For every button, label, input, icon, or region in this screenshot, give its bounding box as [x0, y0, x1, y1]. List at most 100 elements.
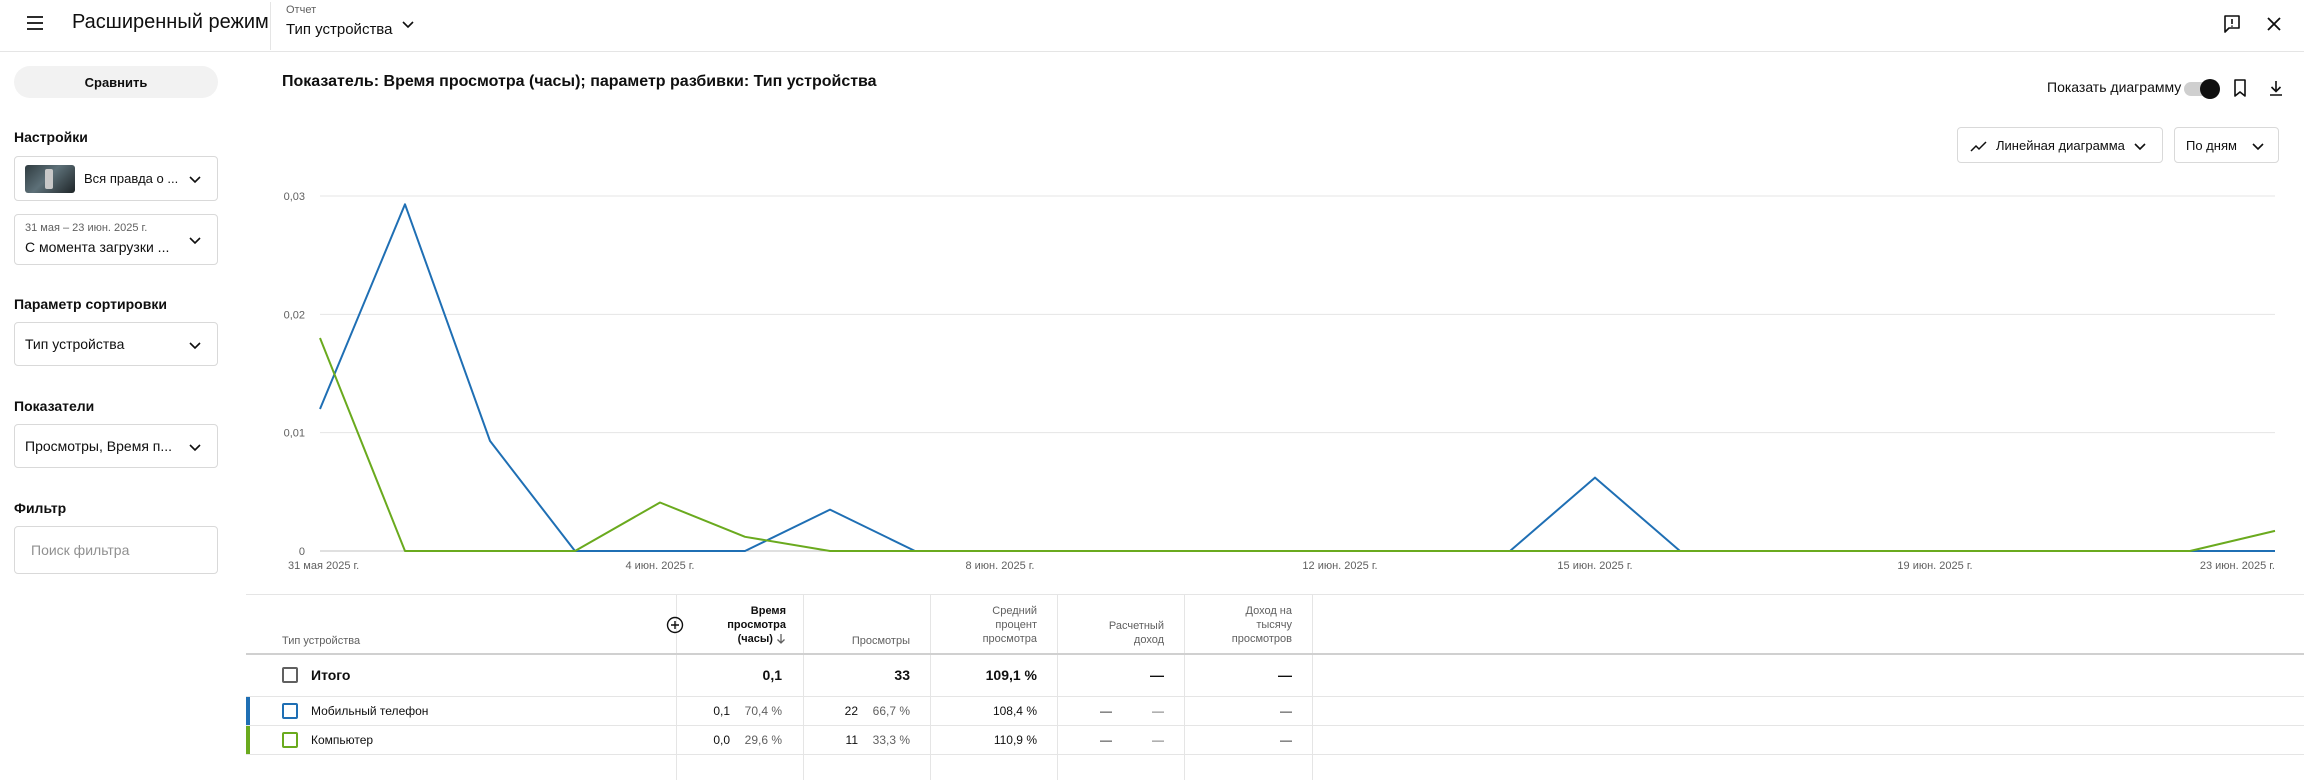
row-revenue: —	[1100, 704, 1112, 718]
row-views: 11	[845, 733, 858, 747]
line-chart-icon	[1970, 138, 1988, 154]
header-line: просмотра	[727, 619, 786, 631]
header-line: просмотра	[982, 633, 1037, 645]
series-color-bar	[246, 697, 250, 725]
row-divider	[246, 696, 2304, 697]
total-views: 33	[894, 667, 910, 683]
date-preset-value: С момента загрузки ...	[25, 239, 170, 255]
row-watch-time: 0,1	[713, 704, 730, 718]
chevron-down-icon	[2132, 138, 2148, 154]
compare-button[interactable]: Сравнить	[14, 66, 218, 98]
header-line: тысячу	[1256, 619, 1292, 631]
row-rpm: —	[1280, 733, 1292, 747]
y-tick-label: 0,03	[284, 191, 305, 203]
video-selector[interactable]: Вся правда о ...	[14, 156, 218, 201]
close-icon[interactable]	[2262, 12, 2286, 36]
chevron-down-icon	[187, 337, 203, 353]
row-label: Мобильный телефон	[311, 704, 429, 718]
total-watch-time: 0,1	[762, 667, 782, 683]
download-icon[interactable]	[2264, 76, 2288, 100]
series-line	[319, 337, 2276, 552]
column-divider	[1184, 595, 1185, 780]
x-tick-label: 19 июн. 2025 г.	[1897, 560, 1972, 572]
row-avg-percent: 108,4 %	[992, 704, 1037, 718]
row-checkbox[interactable]	[282, 732, 298, 748]
row-avg-percent: 110,9 %	[993, 733, 1037, 747]
date-range-value: 31 мая – 23 июн. 2025 г.	[25, 222, 148, 234]
chart-canvas: 0 0,01 0,02 0,03 31 мая 2025 г. 4 июн. 2025 г…	[284, 191, 2276, 572]
header-line: Средний	[992, 605, 1037, 617]
header-line: Расчетный	[1108, 620, 1164, 632]
data-table: Тип устройства Время просмотра (часы) Пр…	[246, 594, 2304, 780]
bookmark-icon[interactable]	[2228, 76, 2252, 100]
row-views-percent: 33,3 %	[872, 733, 910, 747]
report-heading: Показатель: Время просмотра (часы); пара…	[282, 73, 877, 90]
y-tick-label: 0,01	[284, 428, 305, 440]
header-line-text: (часы)	[737, 633, 773, 645]
chevron-down-icon	[400, 16, 416, 32]
x-tick-label: 31 мая 2025 г.	[288, 560, 359, 572]
row-divider	[246, 754, 2304, 755]
y-tick-label: 0,02	[284, 309, 305, 321]
header-divider	[270, 2, 271, 50]
top-bar: Расширенный режим Отчет Тип устройства	[0, 0, 2304, 52]
show-chart-toggle[interactable]	[2184, 78, 2220, 99]
series-color-bar	[246, 726, 250, 754]
row-label: Компьютер	[311, 733, 374, 747]
header-line: просмотров	[1231, 633, 1292, 645]
column-header-rpm[interactable]: Доход на тысячу просмотров	[1190, 604, 1292, 646]
show-chart-label: Показать диаграмму	[2047, 79, 2182, 95]
chevron-down-icon	[187, 232, 203, 248]
report-label: Отчет	[286, 4, 317, 16]
menu-icon[interactable]	[22, 10, 48, 36]
column-header-device[interactable]: Тип устройства	[282, 635, 361, 647]
row-revenue-percent: —	[1152, 733, 1164, 747]
arrow-down-icon	[776, 633, 786, 645]
video-thumbnail	[25, 165, 75, 193]
line-chart: 0 0,01 0,02 0,03 31 мая 2025 г. 4 июн. 2025 г…	[270, 180, 2284, 580]
filter-label: Фильтр	[14, 500, 67, 516]
column-divider	[1057, 595, 1058, 780]
column-header-watch-time[interactable]: Время просмотра (часы)	[682, 604, 786, 646]
column-divider	[1312, 595, 1313, 780]
filter-search-input[interactable]	[14, 526, 218, 574]
header-line: (часы)	[682, 632, 786, 646]
sort-selector[interactable]: Тип устройства	[14, 322, 218, 366]
column-header-revenue[interactable]: Расчетный доход	[1062, 619, 1164, 647]
header-line: процент	[995, 619, 1037, 631]
header-line: доход	[1133, 634, 1164, 646]
column-divider	[930, 595, 931, 780]
header-line: Время	[750, 605, 786, 617]
x-tick-label: 12 июн. 2025 г.	[1302, 560, 1377, 572]
settings-label: Настройки	[14, 129, 88, 145]
date-range-selector[interactable]: 31 мая – 23 июн. 2025 г. С момента загру…	[14, 214, 218, 265]
chart-type-label: Линейная диаграмма	[1996, 138, 2125, 153]
sort-label: Параметр сортировки	[14, 296, 167, 312]
add-column-icon[interactable]	[666, 616, 684, 634]
column-header-views[interactable]: Просмотры	[851, 635, 910, 647]
row-rpm: —	[1280, 704, 1292, 718]
metrics-label: Показатели	[14, 398, 95, 414]
row-divider	[246, 725, 2304, 726]
chart-type-dropdown[interactable]: Линейная диаграмма	[1957, 127, 2163, 163]
row-revenue-percent: —	[1152, 704, 1164, 718]
video-title: Вся правда о ...	[84, 171, 179, 186]
total-checkbox[interactable]	[282, 667, 298, 683]
report-selector[interactable]: Отчет Тип устройства	[286, 4, 426, 44]
total-avg-percent: 109,1 %	[985, 667, 1037, 683]
total-rpm: —	[1278, 667, 1292, 683]
period-dropdown[interactable]: По дням	[2174, 127, 2279, 163]
column-header-avg-percent[interactable]: Средний процент просмотра	[936, 604, 1037, 646]
chevron-down-icon	[187, 171, 203, 187]
row-views-percent: 66,7 %	[872, 704, 910, 718]
feedback-icon[interactable]	[2220, 12, 2244, 36]
row-watch-percent: 29,6 %	[744, 733, 782, 747]
x-tick-label: 15 июн. 2025 г.	[1557, 560, 1632, 572]
chevron-down-icon	[187, 439, 203, 455]
row-checkbox[interactable]	[282, 703, 298, 719]
metrics-selector[interactable]: Просмотры, Время п...	[14, 424, 218, 468]
row-watch-percent: 70,4 %	[744, 704, 782, 718]
total-label: Итого	[311, 667, 351, 683]
column-divider	[676, 595, 677, 780]
header-line: Доход на	[1245, 605, 1293, 617]
